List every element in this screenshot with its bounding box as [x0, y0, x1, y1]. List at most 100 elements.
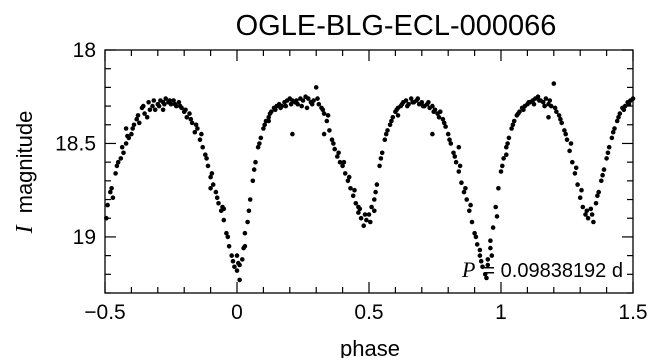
data-point [242, 230, 248, 236]
data-point [595, 193, 600, 199]
data-point [224, 230, 229, 236]
y-tick-labels: 18 18.5 19 [55, 39, 96, 249]
data-point [556, 113, 562, 118]
data-point [119, 144, 125, 150]
period-annotation: P = 0.09838192 d [461, 257, 623, 282]
data-point [352, 187, 357, 193]
data-point [115, 159, 121, 165]
data-point [247, 197, 253, 202]
data-point [369, 204, 374, 210]
data-point [125, 133, 130, 139]
data-point [108, 189, 113, 195]
data-point [192, 129, 198, 135]
data-point [335, 154, 340, 159]
data-point [408, 96, 414, 101]
data-point [622, 103, 628, 109]
data-point [410, 100, 415, 105]
data-point [316, 101, 322, 107]
data-point [204, 156, 209, 161]
data-point [221, 217, 227, 223]
data-point [601, 167, 607, 172]
data-point [426, 100, 431, 105]
data-point [456, 169, 462, 174]
data-point [130, 126, 135, 131]
data-point [436, 115, 442, 120]
data-point [167, 98, 172, 103]
data-point [311, 98, 316, 103]
data-point [225, 234, 231, 240]
data-point [447, 137, 452, 142]
data-point [340, 163, 345, 169]
data-point [593, 201, 599, 206]
data-point [304, 105, 310, 111]
data-point [237, 277, 242, 283]
x-tick-label: 0.5 [354, 301, 383, 324]
data-point [299, 103, 305, 109]
data-point [415, 96, 421, 101]
data-point [113, 171, 118, 176]
data-point [187, 111, 192, 116]
data-point [482, 272, 488, 277]
data-point [152, 107, 158, 113]
data-point [232, 264, 237, 270]
data-point [390, 115, 396, 120]
data-point [501, 156, 506, 161]
data-point [609, 135, 615, 141]
data-point [147, 107, 153, 113]
data-point [135, 113, 141, 118]
data-point [453, 159, 459, 165]
data-point [464, 197, 470, 202]
data-point [610, 129, 616, 135]
data-point [356, 210, 361, 215]
data-point [579, 187, 584, 193]
data-point [226, 244, 232, 249]
data-point [306, 96, 311, 101]
data-point [511, 118, 517, 124]
data-point [216, 201, 221, 206]
data-point [548, 103, 554, 109]
plot-frame [104, 49, 634, 294]
data-point [288, 101, 294, 107]
data-point [589, 212, 595, 217]
data-point [614, 118, 620, 124]
data-point [443, 124, 448, 129]
data-point [580, 204, 586, 210]
data-point [123, 141, 129, 146]
data-point [237, 262, 242, 268]
data-point [171, 98, 176, 103]
data-point [156, 103, 162, 109]
data-point [210, 182, 216, 187]
data-point [399, 101, 405, 107]
data-point [383, 131, 389, 137]
data-point [250, 178, 256, 184]
data-point [168, 101, 174, 107]
data-point [488, 238, 493, 243]
data-point [199, 131, 204, 137]
data-point [313, 85, 319, 90]
x-tick-label: −0.5 [84, 301, 125, 324]
data-point [366, 212, 372, 217]
data-point [177, 103, 183, 109]
data-point [485, 262, 491, 268]
data-point [230, 258, 236, 264]
data-point [336, 150, 341, 156]
data-point [195, 126, 200, 131]
data-point [105, 202, 110, 208]
data-point [559, 120, 564, 126]
data-point [172, 101, 178, 107]
data-point [531, 101, 537, 107]
data-point [510, 122, 516, 128]
data-point [241, 245, 246, 251]
data-point [208, 186, 213, 191]
data-point [474, 242, 480, 247]
data-point [329, 137, 335, 142]
data-point [321, 131, 327, 137]
data-point [504, 152, 509, 157]
data-point [459, 180, 464, 185]
data-point [114, 163, 120, 169]
data-point [554, 109, 559, 114]
data-point [505, 141, 510, 146]
data-point [451, 150, 456, 156]
data-point [262, 122, 268, 128]
data-point [309, 101, 315, 107]
